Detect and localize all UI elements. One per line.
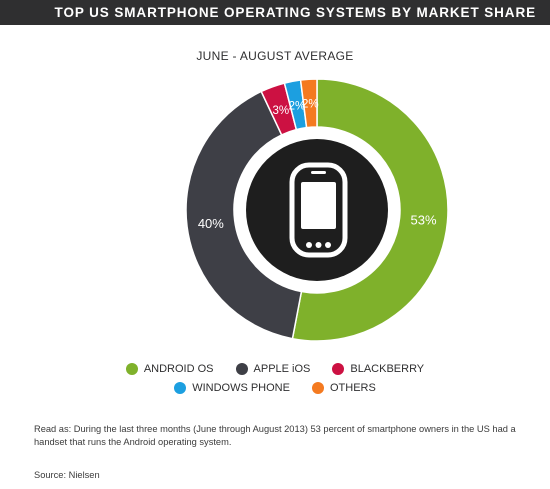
- legend-row-2: WINDOWS PHONE OTHERS: [0, 382, 550, 394]
- legend-row-1: ANDROID OS APPLE iOS BLACKBERRY: [0, 363, 550, 375]
- legend-swatch-blackberry: [332, 363, 345, 375]
- legend-label-blackberry: BLACKBERRY: [350, 363, 425, 375]
- slice-label-windows-phone: 2%: [289, 100, 306, 112]
- legend-item-blackberry: BLACKBERRY: [332, 363, 424, 375]
- chart-title: TOP US SMARTPHONE OPERATING SYSTEMS BY M…: [54, 5, 536, 20]
- slice-label-blackberry: 3%: [272, 105, 289, 117]
- legend: ANDROID OS APPLE iOS BLACKBERRY WINDOWS …: [0, 363, 550, 401]
- chart-subtitle: JUNE - AUGUST AVERAGE: [196, 49, 354, 63]
- legend-swatch-apple: [235, 363, 248, 375]
- legend-item-android: ANDROID OS: [125, 363, 214, 375]
- legend-label-others: OTHERS: [329, 382, 376, 394]
- slice-label-others: 2%: [302, 99, 319, 111]
- legend-swatch-android: [125, 363, 138, 375]
- title-bar: TOP US SMARTPHONE OPERATING SYSTEMS BY M…: [0, 0, 550, 25]
- legend-item-apple: APPLE iOS: [235, 363, 311, 375]
- slice-label-android-os: 53%: [411, 213, 437, 228]
- legend-swatch-others: [311, 382, 324, 394]
- legend-label-apple: APPLE iOS: [253, 363, 311, 375]
- slice-label-apple-ios: 40%: [198, 216, 224, 231]
- legend-swatch-windows: [174, 382, 187, 394]
- legend-label-windows: WINDOWS PHONE: [192, 382, 290, 394]
- legend-label-android: ANDROID OS: [143, 363, 214, 375]
- footnote: Read as: During the last three months (J…: [34, 424, 516, 447]
- donut-slices: [185, 78, 449, 342]
- slice-labels: 53%40%3% 2%2%: [198, 99, 437, 231]
- source-note: Source: Nielsen: [34, 470, 100, 480]
- legend-item-windows: WINDOWS PHONE: [174, 382, 290, 394]
- smartphone-icon: [289, 162, 348, 258]
- legend-item-others: OTHERS: [311, 382, 376, 394]
